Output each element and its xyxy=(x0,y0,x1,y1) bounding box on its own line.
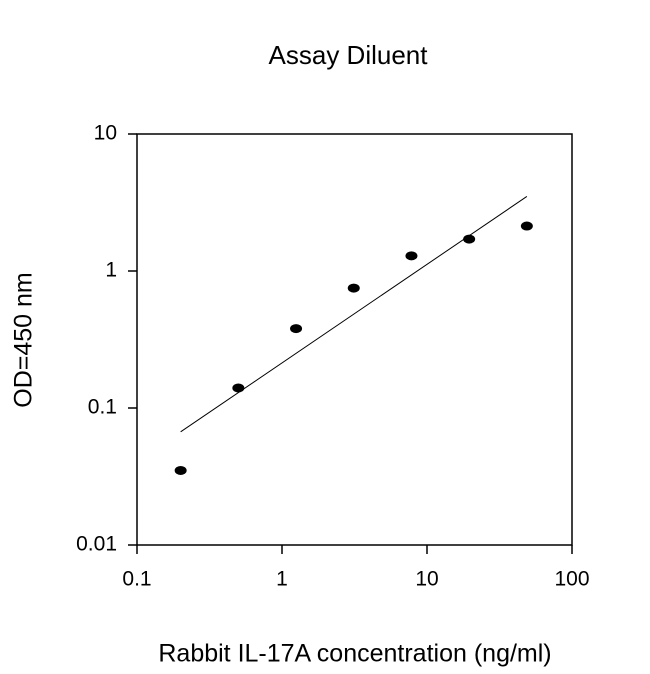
x-axis-label: Rabbit IL-17A concentration (ng/ml) xyxy=(158,640,551,668)
x-tick-label: 0.1 xyxy=(122,568,151,591)
x-tick-label: 1 xyxy=(276,568,288,591)
data-point xyxy=(520,221,533,231)
y-axis-label: OD=450 nm xyxy=(10,272,38,408)
y-tick-label: 0.01 xyxy=(76,533,117,556)
plot-frame xyxy=(136,133,573,546)
data-point xyxy=(405,251,418,261)
data-point xyxy=(290,324,303,334)
data-point xyxy=(232,383,245,393)
data-point xyxy=(347,283,360,293)
data-point xyxy=(463,234,476,244)
x-tick-label: 10 xyxy=(415,568,438,591)
trend-line xyxy=(180,196,528,433)
x-tick-label: 100 xyxy=(554,568,589,591)
chart-title: Assay Diluent xyxy=(269,40,429,70)
y-tick-label: 10 xyxy=(94,122,117,145)
data-point xyxy=(174,465,187,475)
y-tick-label: 1 xyxy=(105,259,117,282)
y-tick-label: 0.1 xyxy=(88,396,117,419)
